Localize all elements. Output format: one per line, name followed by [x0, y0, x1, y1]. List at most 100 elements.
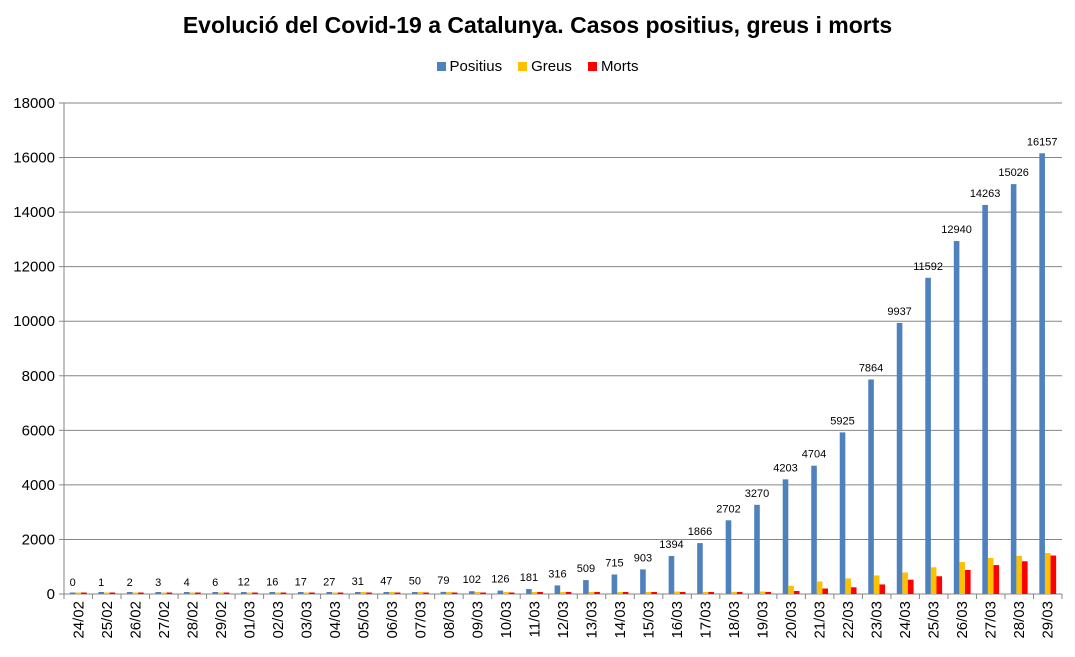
x-tick-label: 08/03: [441, 601, 458, 639]
bar-greus: [788, 585, 794, 594]
bar-positius: [839, 432, 846, 594]
y-tick-label: 2000: [22, 531, 55, 548]
x-tick-label: 26/02: [127, 601, 144, 639]
bar-positius: [611, 574, 618, 594]
bar-greus: [360, 592, 367, 594]
data-label: 4: [184, 577, 190, 589]
bar-positius: [868, 379, 874, 594]
bar-positius: [1010, 184, 1017, 594]
data-label: 4704: [802, 449, 826, 461]
x-tick-label: 27/03: [983, 601, 1000, 639]
bar-greus: [1044, 553, 1051, 594]
x-tick-label: 14/03: [612, 601, 629, 639]
x-tick-label: 13/03: [584, 601, 601, 639]
data-label: 3: [155, 577, 161, 589]
bar-morts: [195, 592, 201, 594]
bar-morts: [1022, 561, 1028, 594]
y-tick-label: 0: [47, 586, 55, 603]
data-label: 316: [548, 568, 566, 580]
legend-swatch: [518, 62, 528, 71]
bar-greus: [503, 592, 509, 594]
x-tick-label: 17/03: [698, 601, 715, 639]
bar-greus: [132, 592, 139, 594]
bar-greus: [702, 592, 709, 594]
bar-morts: [451, 592, 458, 594]
bar-greus: [218, 592, 224, 594]
data-label: 6: [212, 577, 218, 589]
x-tick-label: 07/03: [412, 601, 429, 639]
bar-greus: [645, 592, 652, 594]
y-tick-label: 10000: [13, 313, 55, 330]
bar-morts: [81, 592, 87, 594]
bar-morts: [594, 592, 600, 594]
bar-greus: [617, 592, 623, 594]
legend: Positius Greus Morts: [0, 58, 1075, 75]
bar-greus: [161, 592, 167, 594]
data-label: 7864: [859, 362, 883, 374]
x-tick-label: 18/03: [726, 601, 743, 639]
bar-morts: [965, 569, 971, 594]
x-tick-label: 16/03: [669, 601, 686, 639]
x-tick-label: 29/03: [1040, 601, 1057, 639]
data-label: 102: [463, 574, 481, 586]
bar-positius: [925, 277, 931, 594]
legend-swatch: [587, 62, 597, 71]
bar-morts: [993, 565, 1000, 594]
bar-greus: [731, 591, 737, 594]
y-tick-label: 6000: [22, 422, 55, 439]
x-tick-label: 10/03: [498, 601, 515, 639]
y-tick-label: 8000: [22, 368, 55, 385]
x-tick-label: 20/03: [783, 601, 800, 639]
bar-morts: [166, 592, 173, 594]
x-tick-label: 12/03: [555, 601, 572, 639]
data-label: 1394: [659, 539, 683, 551]
bar-greus: [446, 592, 452, 594]
bar-morts: [366, 592, 372, 594]
data-label: 17: [295, 577, 307, 589]
data-label: 1866: [688, 526, 712, 538]
bar-greus: [246, 592, 253, 594]
bar-positius: [668, 555, 675, 594]
y-tick-label: 16000: [13, 150, 55, 167]
y-tick-label: 4000: [22, 477, 55, 494]
x-tick-label: 01/03: [241, 601, 258, 639]
bar-positius: [982, 204, 988, 594]
bar-morts: [423, 592, 429, 594]
bar-morts: [537, 592, 543, 594]
data-label: 27: [323, 576, 335, 588]
legend-item: Greus: [518, 58, 572, 75]
x-tick-label: 05/03: [355, 601, 372, 639]
bar-positius: [98, 592, 104, 594]
bar-positius: [469, 591, 475, 594]
bar-positius: [754, 504, 760, 594]
bar-morts: [622, 592, 629, 594]
bar-morts: [138, 592, 144, 594]
bar-greus: [959, 562, 965, 594]
bar-morts: [1050, 555, 1057, 594]
bar-positius: [554, 585, 561, 594]
bar-greus: [845, 578, 851, 594]
bar-greus: [303, 592, 310, 594]
bar-positius: [297, 592, 304, 594]
x-tick-label: 11/03: [526, 601, 543, 637]
data-label: 16: [266, 577, 278, 589]
data-label: 3270: [745, 488, 769, 500]
x-tick-label: 27/02: [156, 601, 173, 639]
bar-positius: [440, 591, 447, 594]
bar-greus: [1016, 555, 1023, 594]
bar-morts: [394, 592, 401, 594]
data-label: 4203: [773, 462, 797, 474]
bar-greus: [902, 572, 908, 594]
x-tick-label: 24/03: [897, 601, 914, 639]
bar-greus: [103, 592, 110, 594]
data-label: 47: [380, 576, 392, 588]
x-tick-label: 25/03: [926, 601, 943, 639]
bar-morts: [651, 592, 657, 594]
bar-positius: [697, 543, 703, 594]
bar-greus: [588, 592, 595, 594]
x-tick-label: 21/03: [812, 601, 829, 639]
bar-morts: [850, 587, 857, 594]
data-label: 14263: [970, 188, 1001, 200]
bar-greus: [816, 581, 823, 594]
